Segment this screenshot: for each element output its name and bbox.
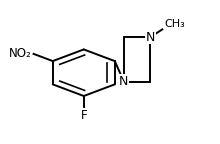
Text: F: F (81, 109, 87, 122)
Text: CH₃: CH₃ (164, 19, 185, 29)
Text: NO₂: NO₂ (9, 47, 32, 60)
Text: N: N (146, 31, 155, 44)
Text: N: N (119, 75, 128, 88)
